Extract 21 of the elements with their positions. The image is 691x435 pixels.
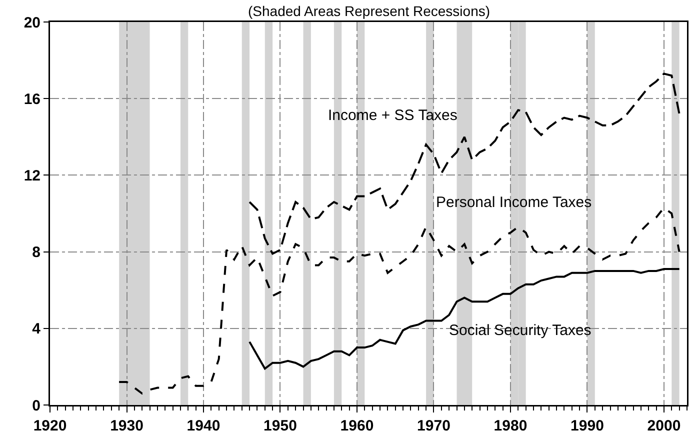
y-tick-label: 20 (24, 14, 40, 32)
series-label: Social Security Taxes (449, 322, 592, 339)
x-tick-label: 1980 (494, 418, 528, 434)
line-series (248, 72, 680, 255)
x-tick-label: 1970 (417, 418, 450, 434)
y-tick-label: 12 (24, 167, 40, 184)
x-tick-label: 1940 (186, 418, 220, 434)
y-tick-label: 0 (32, 397, 40, 414)
x-tick-label: 1990 (570, 418, 604, 434)
line-series (248, 268, 680, 370)
series-label: Personal Income Taxes (436, 194, 592, 211)
x-tick-label: 1950 (264, 418, 297, 434)
series-label: Income + SS Taxes (328, 107, 458, 124)
x-tick-label: 2000 (647, 418, 681, 434)
x-tick-label: 1960 (340, 418, 374, 434)
x-tick-label: 1920 (33, 418, 67, 434)
x-tick-label: 1930 (110, 418, 144, 434)
y-tick-label: 16 (24, 90, 40, 108)
chart-subtitle: (Shaded Areas Represent Recessions) (248, 3, 490, 19)
y-tick-label: 4 (32, 320, 42, 338)
y-tick-label: 8 (32, 244, 40, 262)
